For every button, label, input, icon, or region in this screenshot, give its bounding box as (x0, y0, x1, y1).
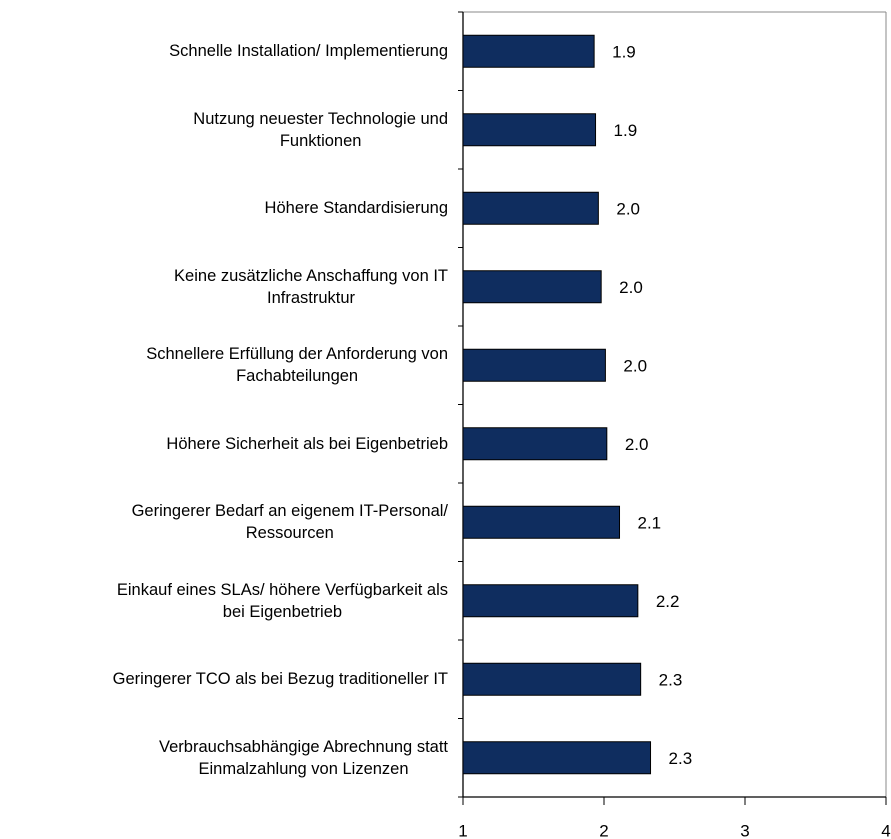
value-label: 2.3 (669, 749, 693, 768)
bar (462, 662, 642, 696)
value-label: 2.3 (659, 671, 683, 690)
value-label: 2.0 (623, 357, 647, 376)
value-label: 2.0 (619, 278, 643, 297)
category-label: Geringerer TCO als bei Bezug traditionel… (3, 668, 448, 690)
category-text: Höhere Standardisierung (264, 199, 448, 218)
category-text: Geringerer Bedarf an eigenem IT-Personal… (131, 502, 448, 543)
category-text: Höhere Sicherheit als bei Eigenbetrieb (166, 434, 448, 453)
value-label: 2.2 (656, 592, 680, 611)
category-text: Schnelle Installation/ Implementierung (169, 42, 448, 61)
category-text: Geringerer TCO als bei Bezug traditionel… (112, 670, 448, 689)
category-label: Keine zusätzliche Anschaffung von IT Inf… (3, 265, 448, 309)
category-label: Schnellere Erfüllung der Anforderung von… (3, 343, 448, 387)
category-text: Nutzung neuester Technologie und Funktio… (193, 109, 448, 150)
bar (462, 348, 606, 382)
value-label: 1.9 (614, 121, 638, 140)
category-label: Schnelle Installation/ Implementierung (3, 40, 448, 62)
bar (462, 191, 599, 225)
bar (462, 270, 602, 304)
x-tick-label: 2 (599, 821, 608, 839)
category-text: Einkauf eines SLAs/ höhere Verfügbarkeit… (116, 580, 448, 621)
bar (462, 584, 639, 618)
value-label: 2.1 (638, 514, 662, 533)
value-label: 1.9 (612, 43, 636, 62)
x-tick-label: 1 (458, 821, 467, 839)
x-tick-label: 3 (740, 821, 749, 839)
category-text: Verbrauchsabhängige Abrechnung statt Ein… (159, 737, 448, 778)
category-label: Höhere Sicherheit als bei Eigenbetrieb (3, 433, 448, 455)
bar (462, 113, 597, 147)
value-label: 2.0 (625, 435, 649, 454)
x-tick-label: 4 (881, 821, 890, 839)
category-label: Einkauf eines SLAs/ höhere Verfügbarkeit… (3, 579, 448, 623)
category-label: Höhere Standardisierung (3, 197, 448, 219)
category-label: Geringerer Bedarf an eigenem IT-Personal… (3, 500, 448, 544)
category-text: Schnellere Erfüllung der Anforderung von… (146, 345, 448, 386)
bar (462, 34, 595, 68)
category-label: Verbrauchsabhängige Abrechnung statt Ein… (3, 736, 448, 780)
bar (462, 505, 621, 539)
category-label: Nutzung neuester Technologie und Funktio… (3, 108, 448, 152)
value-label: 2.0 (616, 200, 640, 219)
bar (462, 741, 652, 775)
category-text: Keine zusätzliche Anschaffung von IT Inf… (174, 266, 448, 307)
bar (462, 427, 608, 461)
